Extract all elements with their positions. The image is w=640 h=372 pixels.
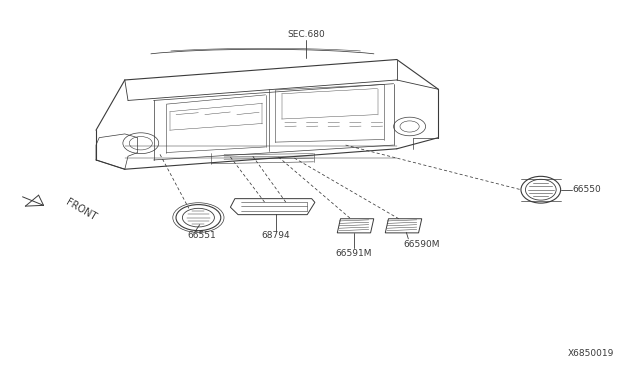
Text: FRONT: FRONT bbox=[64, 197, 98, 222]
Text: SEC.680: SEC.680 bbox=[287, 30, 324, 39]
Text: 66590M: 66590M bbox=[403, 240, 440, 249]
Text: 66591M: 66591M bbox=[335, 249, 372, 258]
Text: 66550: 66550 bbox=[573, 185, 602, 194]
Text: 66551: 66551 bbox=[188, 231, 216, 240]
Text: X6850019: X6850019 bbox=[568, 349, 614, 358]
Text: 68794: 68794 bbox=[261, 231, 289, 240]
